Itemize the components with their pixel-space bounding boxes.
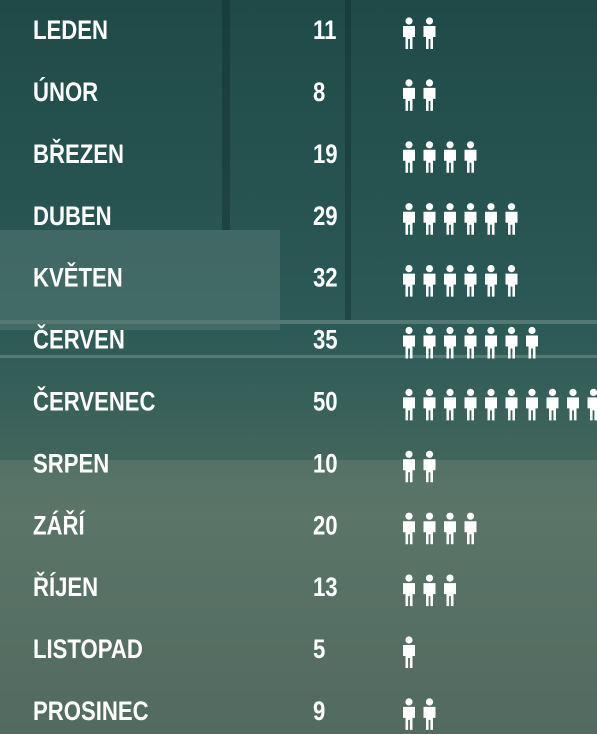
month-label: BŘEZEN (33, 139, 124, 170)
value-label: 32 (313, 264, 338, 294)
month-label: ÚNOR (33, 77, 98, 108)
value-label: 8 (313, 78, 325, 108)
month-label: LEDEN (33, 16, 108, 46)
month-label: ŘÍJEN (33, 572, 98, 603)
value-label: 13 (313, 573, 338, 603)
month-label: DUBEN (33, 202, 112, 232)
value-label: 35 (313, 326, 338, 356)
value-label: 29 (313, 202, 338, 232)
month-label: ČERVEN (33, 325, 125, 356)
value-label: 9 (313, 697, 325, 727)
month-label: PROSINEC (33, 697, 149, 727)
value-label: 50 (313, 388, 338, 418)
month-label: KVĚTEN (33, 263, 123, 294)
month-label: ZÁŘÍ (33, 510, 86, 541)
month-label: SRPEN (33, 449, 109, 479)
month-label: ČERVENEC (33, 386, 156, 417)
page: {"chart_data": {"type": "pictogram", "ca… (0, 0, 597, 734)
month-label: LISTOPAD (33, 635, 143, 665)
value-label: 20 (313, 511, 338, 541)
value-label: 5 (313, 635, 326, 665)
value-label: 19 (313, 140, 338, 170)
value-label: 11 (313, 16, 337, 46)
value-label: 10 (313, 449, 338, 479)
chart: LEDEN 11 ÚNOR 8 BŘEZEN 19 DUBEN 29 KVĚTEN 32 ČERVE… (0, 0, 597, 734)
